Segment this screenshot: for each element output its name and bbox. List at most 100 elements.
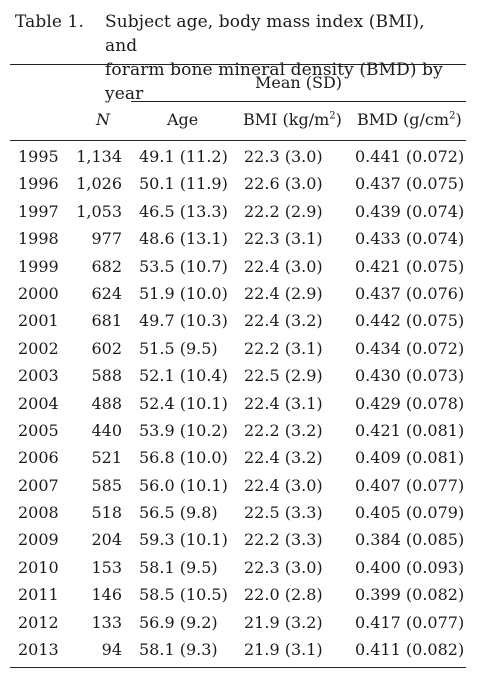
table-caption: Table 1. Subject age, body mass index (BM… [15,10,465,106]
cell-bmd: 0.437 (0.076) [355,283,465,303]
cell-bmd: 0.421 (0.081) [355,420,465,440]
table-row: 1997 1,053 46.5 (13.3) 22.2 (2.9) 0.439 (0.0… [0,198,477,225]
cell-bmd: 0.407 (0.077) [355,475,465,495]
column-header-bmi-suffix: ) [335,110,342,129]
cell-age: 49.1 (11.2) [139,147,228,166]
table-row: 2001 681 49.7 (10.3) 22.4 (3.2) 0.442 (0.075… [0,307,477,334]
table-row: 2004 488 52.4 (10.1) 22.4 (3.1) 0.429 (0.078… [0,390,477,417]
cell-year: 2002 [18,338,59,358]
cell-age: 58.1 (9.3) [139,640,218,660]
cell-bmi: 22.0 (2.8) [244,585,323,605]
cell-bmd: 0.411 (0.082) [355,640,465,660]
table-row: 1998 977 48.6 (13.1) 22.3 (3.1) 0.433 (0.074… [0,225,477,252]
table-row: 1995 1,134 49.1 (11.2) 22.3 (3.0) 0.441 (0.0… [0,143,477,170]
cell-bmd: 0.434 (0.072) [355,338,465,358]
cell-bmi: 22.3 (3.0) [244,557,323,577]
column-header-n: N [96,110,110,129]
cell-age: 53.5 (10.7) [139,256,228,276]
cell-bmi: 22.2 (2.9) [244,201,323,221]
cell-year: 2001 [18,311,59,331]
table-bottom-rule [10,667,466,668]
table-row: 2010 153 58.1 (9.5) 22.3 (3.0) 0.400 (0.093) [0,554,477,581]
cell-age: 56.9 (9.2) [139,612,218,632]
table-caption-text: Subject age, body mass index (BMI), and f… [105,10,455,106]
table-row: 2012 133 56.9 (9.2) 21.9 (3.2) 0.417 (0.077) [0,609,477,636]
cell-year: 2013 [18,640,59,660]
cell-bmi: 22.6 (3.0) [244,174,323,194]
cell-bmi: 21.9 (3.2) [244,612,323,632]
cell-age: 48.6 (13.1) [139,229,228,249]
cell-bmd: 0.430 (0.073) [355,366,465,386]
cell-age: 58.1 (9.5) [139,557,218,577]
group-header-rule [131,101,466,102]
cell-n: 602 [91,338,122,358]
table-top-rule [10,64,466,65]
cell-year: 2009 [18,530,59,550]
column-header-bmd-prefix: BMD (g/cm [357,110,450,129]
table-row: 2009 204 59.3 (10.1) 22.2 (3.3) 0.384 (0.085… [0,526,477,553]
cell-year: 2005 [18,420,59,440]
cell-age: 49.7 (10.3) [139,311,228,331]
table-row: 2005 440 53.9 (10.2) 22.2 (3.2) 0.421 (0.081… [0,417,477,444]
cell-year: 2012 [18,612,59,632]
cell-age: 50.1 (11.9) [139,174,228,194]
cell-n: 440 [91,420,122,440]
cell-age: 51.9 (10.0) [139,283,228,303]
cell-n: 518 [91,503,122,523]
cell-bmi: 22.3 (3.0) [244,147,323,166]
cell-year: 1997 [18,201,59,221]
mean-sd-group-header: Mean (SD) [254,73,343,92]
cell-bmi: 22.5 (3.3) [244,503,323,523]
cell-bmd: 0.409 (0.081) [355,448,465,468]
cell-bmd: 0.405 (0.079) [355,503,465,523]
cell-year: 2011 [18,585,59,605]
cell-year: 1995 [18,147,59,166]
table-caption-line2: forarm bone mineral density (BMD) by yea… [105,60,443,104]
cell-year: 2004 [18,393,59,413]
column-header-bmd: BMD (g/cm2) [357,108,462,132]
cell-bmi: 22.5 (2.9) [244,366,323,386]
cell-age: 51.5 (9.5) [139,338,218,358]
table-body: 1995 1,134 49.1 (11.2) 22.3 (3.0) 0.441 (0.0… [0,143,477,663]
table-row: 2000 624 51.9 (10.0) 22.4 (2.9) 0.437 (0.076… [0,280,477,307]
cell-age: 58.5 (10.5) [139,585,228,605]
cell-bmd: 0.439 (0.074) [355,201,465,221]
cell-bmi: 22.4 (2.9) [244,283,323,303]
cell-year: 1999 [18,256,59,276]
cell-year: 2010 [18,557,59,577]
cell-bmd: 0.417 (0.077) [355,612,465,632]
cell-bmi: 22.4 (3.2) [244,448,323,468]
cell-bmd: 0.437 (0.075) [355,174,465,194]
cell-n: 133 [91,612,122,632]
cell-age: 59.3 (10.1) [139,530,228,550]
cell-n: 1,134 [76,147,122,166]
cell-n: 1,053 [76,201,122,221]
cell-n: 488 [91,393,122,413]
cell-n: 521 [91,448,122,468]
cell-bmi: 22.4 (3.1) [244,393,323,413]
cell-age: 56.5 (9.8) [139,503,218,523]
cell-bmd: 0.400 (0.093) [355,557,465,577]
table-row: 2007 585 56.0 (10.1) 22.4 (3.0) 0.407 (0.077… [0,472,477,499]
table-row: 1996 1,026 50.1 (11.9) 22.6 (3.0) 0.437 (0.0… [0,170,477,197]
cell-bmi: 22.2 (3.3) [244,530,323,550]
cell-n: 681 [91,311,122,331]
table-row: 2006 521 56.8 (10.0) 22.4 (3.2) 0.409 (0.081… [0,444,477,471]
cell-year: 2003 [18,366,59,386]
cell-n: 624 [91,283,122,303]
cell-bmi: 21.9 (3.1) [244,640,323,660]
cell-bmd: 0.441 (0.072) [355,147,465,166]
cell-n: 682 [91,256,122,276]
header-bottom-rule [10,140,466,141]
cell-bmi: 22.3 (3.1) [244,229,323,249]
table-row: 2013 94 58.1 (9.3) 21.9 (3.1) 0.411 (0.082) [0,636,477,663]
table-row: 2011 146 58.5 (10.5) 22.0 (2.8) 0.399 (0.082… [0,581,477,608]
table-caption-label: Table 1. [15,12,84,32]
cell-n: 977 [91,229,122,249]
cell-bmd: 0.442 (0.075) [355,311,465,331]
cell-n: 94 [101,640,122,660]
table-row: 2003 588 52.1 (10.4) 22.5 (2.9) 0.430 (0.073… [0,362,477,389]
cell-bmd: 0.429 (0.078) [355,393,465,413]
table-row: 2008 518 56.5 (9.8) 22.5 (3.3) 0.405 (0.079) [0,499,477,526]
cell-year: 2006 [18,448,59,468]
